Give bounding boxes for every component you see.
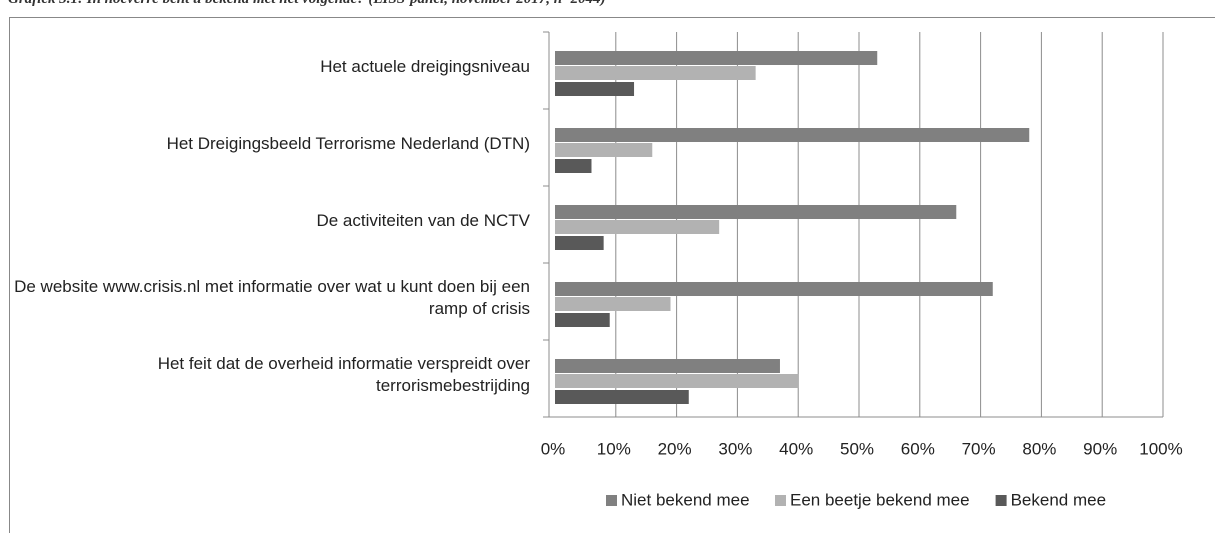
bar [555,220,720,234]
legend-swatch [775,495,786,506]
bar [555,390,689,404]
bar [555,282,993,296]
y-tick-label: Het Dreigingsbeeld Terrorisme Nederland … [166,133,530,153]
chart-title: Grafiek 3.1: In hoeverre bent u bekend m… [8,0,606,8]
legend-swatch [606,495,617,506]
bar [555,82,635,96]
x-tick-label: 60% [901,439,935,458]
x-tick-label: 50% [840,439,874,458]
x-tick-label: 100% [1139,439,1182,458]
y-tick-label: De website www.crisis.nl met informatie … [14,276,530,318]
legend-label: Een beetje bekend mee [790,490,970,509]
x-tick-label: 0% [541,439,566,458]
y-tick-label: Het feit dat de overheid informatie vers… [157,353,530,395]
x-tick-label: 90% [1083,439,1117,458]
bar [555,51,878,65]
y-tick-label: De activiteiten van de NCTV [316,210,530,230]
chart-frame [9,17,1215,533]
legend-swatch [995,495,1007,506]
x-tick-label: 10% [597,439,631,458]
x-tick-label: 70% [962,439,996,458]
bar [555,159,592,173]
bar [555,66,756,80]
bar [555,297,671,311]
x-tick-label: 40% [779,439,813,458]
bar [555,313,610,327]
bar [555,374,799,388]
bar [555,143,653,157]
x-tick-label: 20% [658,439,692,458]
bar [555,128,1030,142]
legend-label: Niet bekend mee [621,490,750,509]
bar [555,359,780,373]
x-tick-label: 80% [1022,439,1056,458]
bar [555,236,604,250]
y-tick-label: Het actuele dreigingsniveau [320,56,530,76]
x-tick-label: 30% [718,439,752,458]
legend-label: Bekend mee [1011,490,1106,509]
bar [555,205,957,219]
